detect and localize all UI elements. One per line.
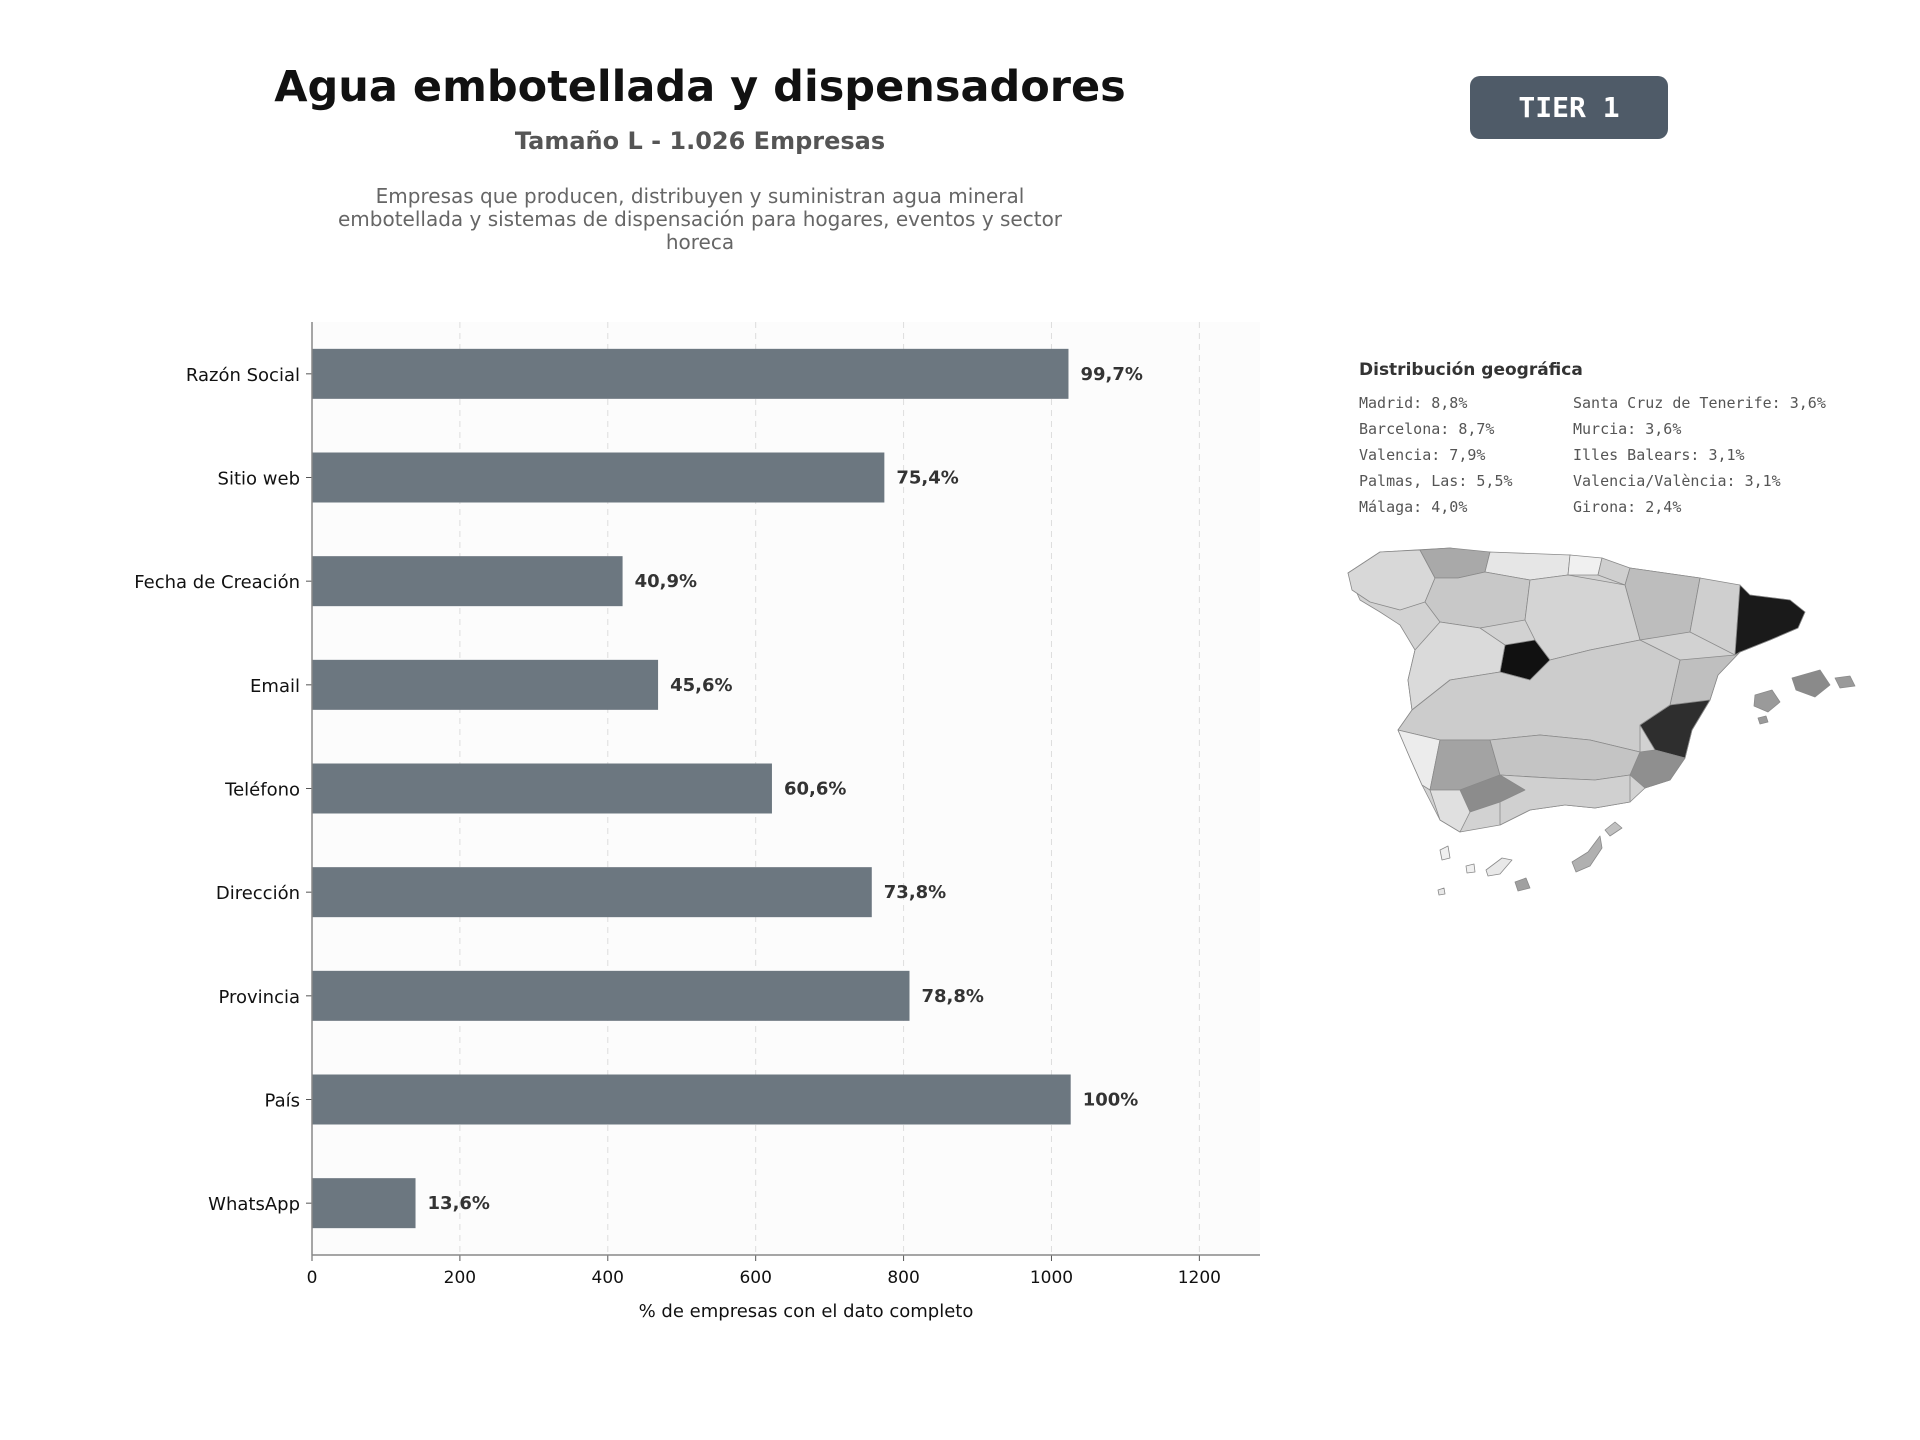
- map-region: [1424, 571, 1531, 629]
- spain-map: [1347, 547, 1856, 896]
- geo-item: Málaga: 4,0%: [1359, 498, 1468, 516]
- y-tick-label: Provincia: [218, 987, 300, 1008]
- map-region: [1499, 774, 1631, 826]
- tier-badge: TIER 1: [1470, 76, 1668, 139]
- y-tick-label: WhatsApp: [208, 1194, 300, 1215]
- y-tick-label: Sitio web: [218, 469, 300, 490]
- map-region: [1791, 669, 1831, 698]
- map-region: [1429, 789, 1471, 833]
- data-label: 45,6%: [670, 675, 732, 696]
- bar: [312, 348, 1069, 399]
- y-tick-label: Teléfono: [224, 780, 300, 801]
- bar: [312, 1178, 416, 1229]
- data-label: 40,9%: [635, 571, 697, 592]
- data-label: 60,6%: [784, 779, 846, 800]
- y-tick-label: País: [265, 1091, 300, 1112]
- data-label: 78,8%: [921, 986, 983, 1007]
- bar: [312, 763, 772, 814]
- data-label: 100%: [1083, 1090, 1139, 1111]
- geo-item: Valencia: 7,9%: [1359, 446, 1486, 464]
- map-region: [1669, 651, 1741, 706]
- geo-item: Palmas, Las: 5,5%: [1359, 472, 1513, 490]
- map-region: [1485, 857, 1513, 877]
- data-label: 99,7%: [1080, 364, 1142, 385]
- geo-item: Illes Balears: 3,1%: [1573, 446, 1745, 464]
- bar-chart: 0 200 400 600 800 1000 1200 Razón Social 99,7% Si…: [134, 322, 1260, 1322]
- map-region: [1757, 715, 1769, 725]
- bar: [312, 556, 623, 607]
- bar: [312, 1074, 1071, 1125]
- map-region: [1439, 845, 1451, 861]
- y-tick-label: Razón Social: [186, 365, 300, 386]
- geo-item: Madrid: 8,8%: [1359, 394, 1468, 412]
- y-tick-label: Email: [250, 676, 300, 697]
- geo-distribution-title: Distribución geográfica: [1359, 360, 1583, 380]
- bar: [312, 659, 659, 710]
- map-region: [1567, 554, 1603, 576]
- data-label: 13,6%: [428, 1193, 490, 1214]
- x-tick-label: 200: [444, 1268, 476, 1288]
- x-tick-label: 400: [592, 1268, 624, 1288]
- page-title: Agua embotellada y dispensadores: [274, 62, 1126, 112]
- map-region: [1571, 835, 1603, 873]
- map-region: [1624, 567, 1701, 641]
- x-tick-label: 600: [739, 1268, 771, 1288]
- map-region: [1437, 887, 1446, 896]
- map-region: [1604, 821, 1623, 837]
- map-region: [1734, 584, 1806, 656]
- page-description: Empresas que producen, distribuyen y sum…: [337, 184, 1063, 254]
- map-region: [1753, 689, 1781, 713]
- data-label: 73,8%: [884, 882, 946, 903]
- map-region: [1465, 863, 1476, 874]
- x-tick-label: 800: [887, 1268, 919, 1288]
- x-axis-label: % de empresas con el dato completo: [639, 1301, 974, 1322]
- x-tick-label: 1000: [1030, 1268, 1073, 1288]
- data-label: 75,4%: [896, 468, 958, 489]
- geo-item: Murcia: 3,6%: [1573, 420, 1682, 438]
- geo-item: Girona: 2,4%: [1573, 498, 1682, 516]
- geo-distribution-list: Madrid: 8,8% Santa Cruz de Tenerife: 3,6…: [1359, 394, 1879, 516]
- y-tick-label: Fecha de Creación: [134, 572, 300, 593]
- map-region: [1514, 877, 1531, 892]
- map-region: [1397, 729, 1441, 791]
- map-region: [1834, 675, 1856, 689]
- geo-item: Barcelona: 8,7%: [1359, 420, 1495, 438]
- bar: [312, 867, 872, 918]
- geo-item: Valencia/València: 3,1%: [1573, 472, 1781, 490]
- geo-item: Santa Cruz de Tenerife: 3,6%: [1573, 394, 1826, 412]
- bar: [312, 970, 910, 1021]
- y-tick-label: Dirección: [216, 883, 300, 904]
- x-tick-label: 0: [307, 1268, 318, 1288]
- page-subtitle: Tamaño L - 1.026 Empresas: [514, 127, 886, 155]
- bar: [312, 452, 885, 503]
- x-tick-label: 1200: [1178, 1268, 1221, 1288]
- geo-distribution-panel: Distribución geográfica Madrid: 8,8% San…: [1359, 360, 1879, 516]
